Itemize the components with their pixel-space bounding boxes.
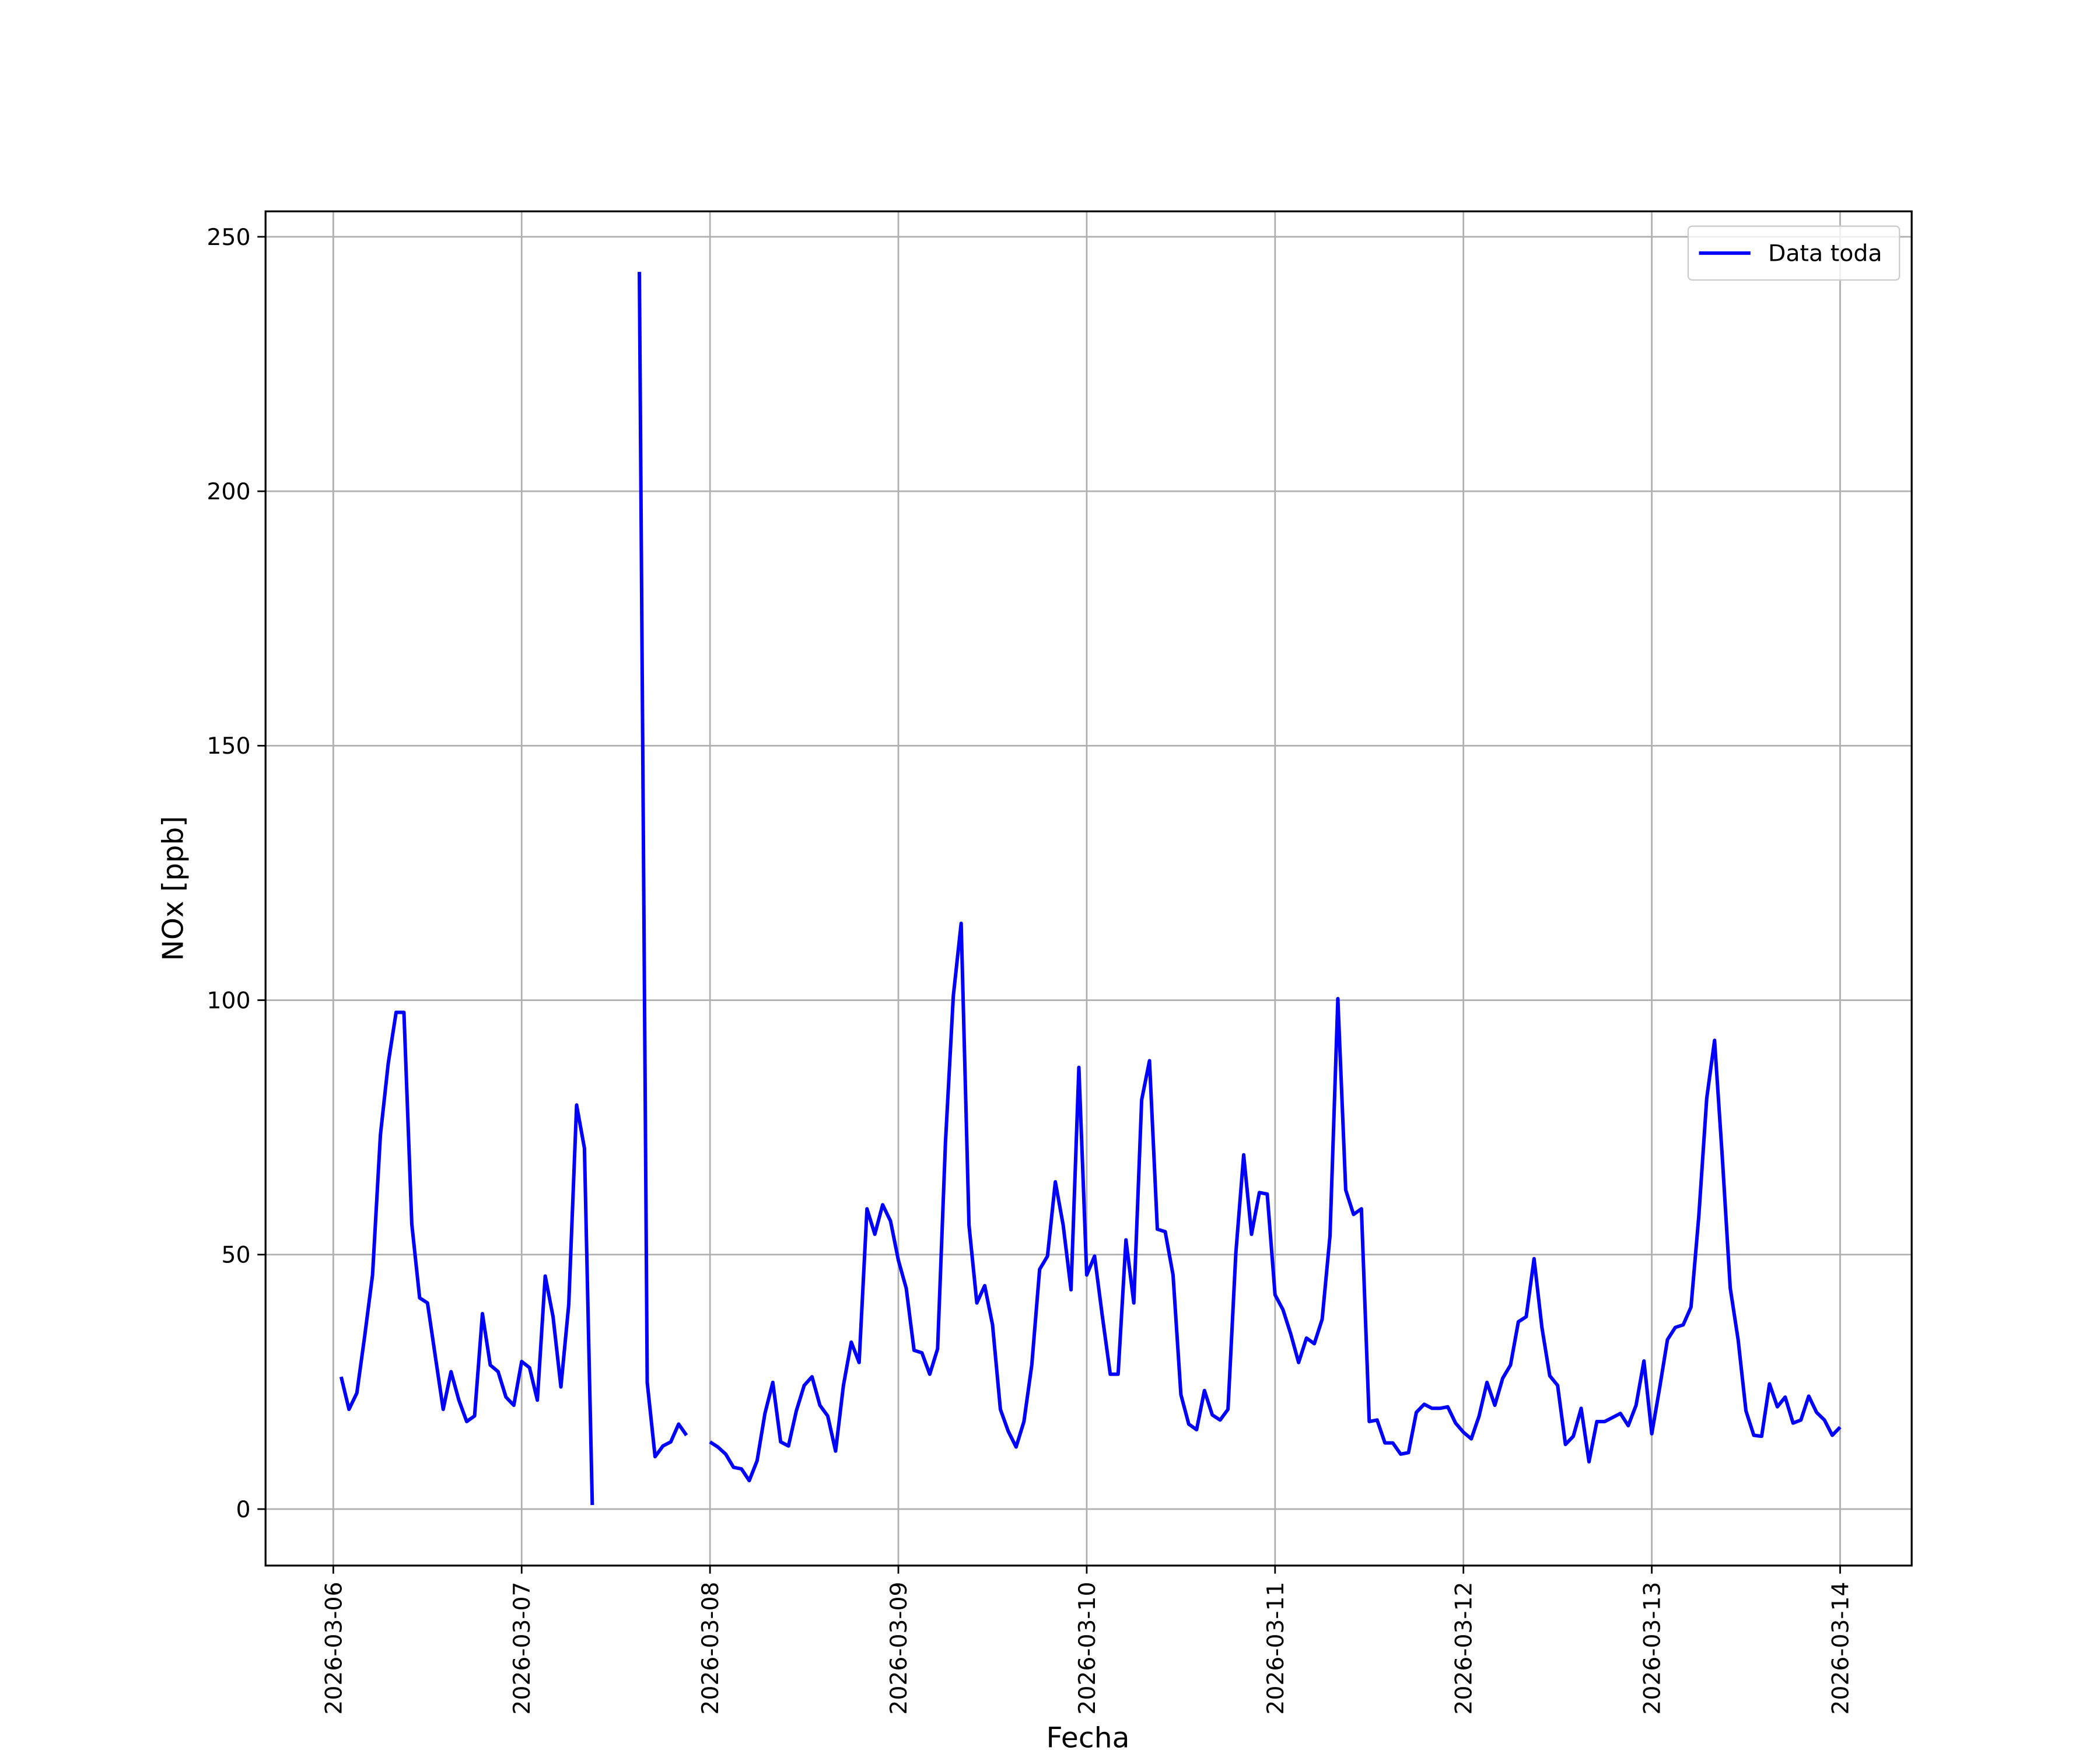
x-tick-label: 2026-03-07 — [509, 1582, 536, 1715]
y-tick-label: 150 — [206, 733, 250, 760]
legend: Data toda — [1687, 225, 1901, 281]
plot-frame — [264, 210, 1913, 1567]
x-tick-label: 2026-03-10 — [1074, 1582, 1101, 1715]
y-axis-label: NOx [ppb] — [157, 816, 190, 961]
y-tick-label: 0 — [236, 1496, 251, 1523]
x-tick-label: 2026-03-08 — [697, 1582, 724, 1715]
x-tick-label: 2026-03-13 — [1639, 1582, 1665, 1715]
x-tick-label: 2026-03-14 — [1827, 1582, 1854, 1715]
y-tick-label: 50 — [221, 1242, 250, 1269]
x-tick-label: 2026-03-11 — [1262, 1582, 1289, 1715]
legend-label: Data toda — [1768, 240, 1882, 267]
legend-box — [1687, 225, 1901, 281]
data-line — [339, 272, 1842, 1506]
x-tick-label: 2026-03-06 — [320, 1582, 347, 1715]
y-tick-label: 200 — [206, 478, 250, 505]
x-tick-label: 2026-03-09 — [886, 1582, 912, 1715]
x-tick-label: 2026-03-12 — [1451, 1582, 1478, 1715]
y-tick-label: 250 — [206, 224, 250, 251]
x-axis-label: Fecha — [1046, 1722, 1130, 1750]
y-tick-label: 100 — [206, 988, 250, 1014]
